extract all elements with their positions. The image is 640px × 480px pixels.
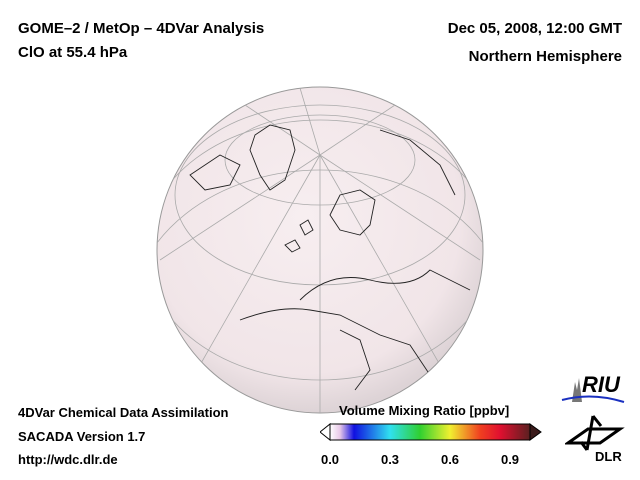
footer-url[interactable]: http://wdc.dlr.de [18,452,118,467]
riu-logo: RIU [560,372,630,406]
colorbar-max-arrow [529,423,542,441]
colorbar-tick: 0.9 [500,452,520,467]
graticule [157,87,483,413]
colorbar-title: Volume Mixing Ratio [ppbv] [339,403,510,418]
colorbar-tick: 0.0 [320,452,340,467]
dlr-logo: DLR [565,413,625,465]
colorbar-min-arrow [320,423,331,441]
colorbar-tick: 0.6 [440,452,460,467]
colorbar [320,423,542,441]
map-subtitle: ClO at 55.4 hPa [18,44,128,61]
footer-line1: 4DVar Chemical Data Assimilation [18,405,229,420]
map-title: GOME–2 / MetOp – 4DVar Analysis [18,20,265,37]
date-label: Dec 05, 2008, 12:00 GMT [447,20,622,37]
colorbar-tick: 0.3 [380,452,400,467]
region-label: Northern Hemisphere [468,48,622,65]
coastlines [189,124,471,391]
footer-line2: SACADA Version 1.7 [18,429,146,444]
